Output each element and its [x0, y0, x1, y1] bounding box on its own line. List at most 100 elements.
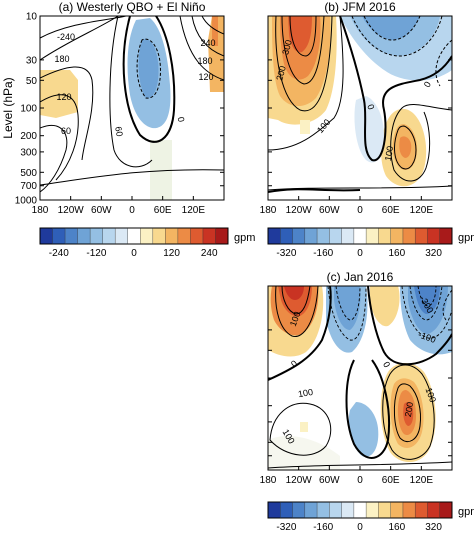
colorbar-swatch: [439, 502, 453, 518]
y-tick-label: 1000: [15, 196, 38, 207]
panel-a-negative-core: [138, 39, 159, 99]
colorbar-swatch: [304, 228, 318, 244]
x-tick-label: 120W: [58, 205, 85, 216]
colorbar-swatch: [353, 228, 367, 244]
colorbar-swatch: [280, 502, 293, 518]
y-axis-label: Level (hPa): [1, 77, 15, 138]
colorbar-tick-label: -320: [276, 522, 296, 533]
y-tick-label: 10: [26, 12, 38, 23]
panel-c-title: (c) Jan 2016: [327, 270, 394, 284]
colorbar-swatch: [329, 502, 342, 518]
panel-b: (b) JFM 2016: [260, 0, 453, 216]
panel-a-contour-label: 0: [176, 116, 187, 123]
colorbar-swatch: [402, 502, 416, 518]
colorbar-swatch: [415, 228, 428, 244]
panel-a-low-tropo-region: [150, 140, 172, 200]
colorbar-swatch: [390, 228, 404, 244]
colorbar-swatch: [292, 502, 306, 518]
panel-c-positive-mid: [370, 286, 400, 327]
colorbar-tick-label: 240: [201, 248, 218, 259]
y-tick-label: 300: [20, 147, 37, 158]
colorbar-tick-label: 160: [388, 522, 405, 533]
colorbar-unit: gpm: [234, 232, 255, 244]
panel-a-contour-label: 60: [61, 126, 71, 136]
panel-b-contour-label: 300: [280, 39, 294, 56]
colorbar-tick-label: 320: [425, 248, 442, 259]
colorbar-swatch: [402, 228, 416, 244]
y-tick-label: 100: [20, 104, 37, 115]
panel-a-contour-label: 120: [198, 72, 213, 82]
panel-c-contour-label: 0: [289, 358, 299, 369]
colorbar-swatch: [280, 228, 293, 244]
colorbar-tick-label: -160: [313, 248, 333, 259]
panel-a-contour-label: 60: [113, 126, 125, 138]
colorbar-tick-label: -120: [86, 248, 106, 259]
panel-c-x-axis: 180 120W 60W 0 60E 120E: [260, 466, 433, 486]
x-tick-label: 180: [32, 205, 49, 216]
colorbar-swatch: [427, 502, 441, 518]
colorbar-swatch: [152, 228, 166, 244]
colorbar-tick-label: 120: [163, 248, 180, 259]
panel-a-field: -240 180 120 60 60 0 240 180 120: [40, 16, 224, 200]
panel-a-contour-label: 120: [56, 92, 71, 102]
colorbar-swatch: [329, 228, 342, 244]
panel-b-contour-label: 0: [365, 103, 376, 111]
colorbar-c: -320 -160 0 160 320 gpm: [267, 501, 474, 533]
panel-a-contour-label: 180: [197, 56, 212, 66]
x-tick-label: 60W: [319, 475, 340, 486]
colorbar-swatch: [341, 228, 355, 244]
x-tick-label: 60E: [382, 205, 400, 216]
colorbar-b: -320 -160 0 160 320 gpm: [267, 227, 474, 259]
panel-b-contour-label: 200: [274, 65, 288, 82]
colorbar-swatch: [102, 228, 116, 244]
colorbar-swatch: [215, 228, 229, 244]
panel-b-field: 300 200 100 0 100 0: [268, 16, 452, 200]
panel-c: (c) Jan 2016: [260, 270, 453, 486]
colorbar-swatch: [378, 228, 391, 244]
y-tick-label: 50: [26, 76, 38, 87]
x-tick-label: 60E: [382, 475, 400, 486]
colorbar-swatch: [390, 502, 404, 518]
x-tick-label: 120W: [286, 475, 313, 486]
y-tick-label: 200: [20, 131, 37, 142]
panel-c-contour-label: 100: [288, 310, 303, 328]
colorbar-swatch: [268, 502, 281, 518]
panel-a-title: (a) Westerly QBO + El Niño: [59, 0, 206, 14]
panel-a-contour-label: 180: [54, 54, 69, 64]
panel-c-contour-label: 0: [381, 360, 392, 369]
x-tick-label: 120W: [286, 205, 313, 216]
panel-a: (a) Westerly QBO + El Niño: [15, 0, 225, 216]
colorbar-tick-label: -240: [49, 248, 69, 259]
colorbar-swatch: [90, 228, 103, 244]
panel-b-x-axis: 180 120W 60W 0 60E 120E: [260, 196, 433, 216]
colorbar-unit: gpm: [458, 232, 474, 244]
x-tick-label: 0: [129, 205, 135, 216]
colorbar-swatch: [177, 228, 191, 244]
colorbar-swatch: [366, 228, 379, 244]
panel-b-y-axis: [268, 15, 452, 201]
colorbar-swatch: [341, 502, 355, 518]
x-tick-label: 60E: [154, 205, 172, 216]
y-tick-label: 500: [20, 168, 37, 179]
colorbar-swatch: [292, 228, 306, 244]
colorbar-swatch: [127, 228, 141, 244]
panel-a-contour-label: -240: [57, 32, 75, 42]
colorbar-a: -240 -120 0 120 240 gpm: [39, 227, 255, 259]
panel-c-contour-label: 200: [403, 401, 415, 418]
colorbar-swatch: [378, 502, 391, 518]
colorbar-swatch: [366, 502, 379, 518]
panel-c-field: 100 0 100 -300 -100 0 100 200 100: [268, 286, 452, 470]
colorbar-frame: [267, 501, 453, 519]
panel-c-contour-label: 100: [297, 387, 314, 399]
panel-b-zero-contour: [339, 16, 452, 162]
colorbar-swatch: [268, 228, 281, 244]
colorbar-swatch: [52, 228, 66, 244]
panel-a-contour-label: 240: [200, 38, 215, 48]
colorbar-tick-label: 320: [425, 522, 442, 533]
colorbar-unit: gpm: [458, 506, 474, 518]
panel-a-positive-top: [212, 16, 218, 46]
colorbar-frame: [267, 227, 453, 245]
colorbar-swatch: [317, 228, 330, 244]
colorbar-tick-label: -160: [313, 522, 333, 533]
